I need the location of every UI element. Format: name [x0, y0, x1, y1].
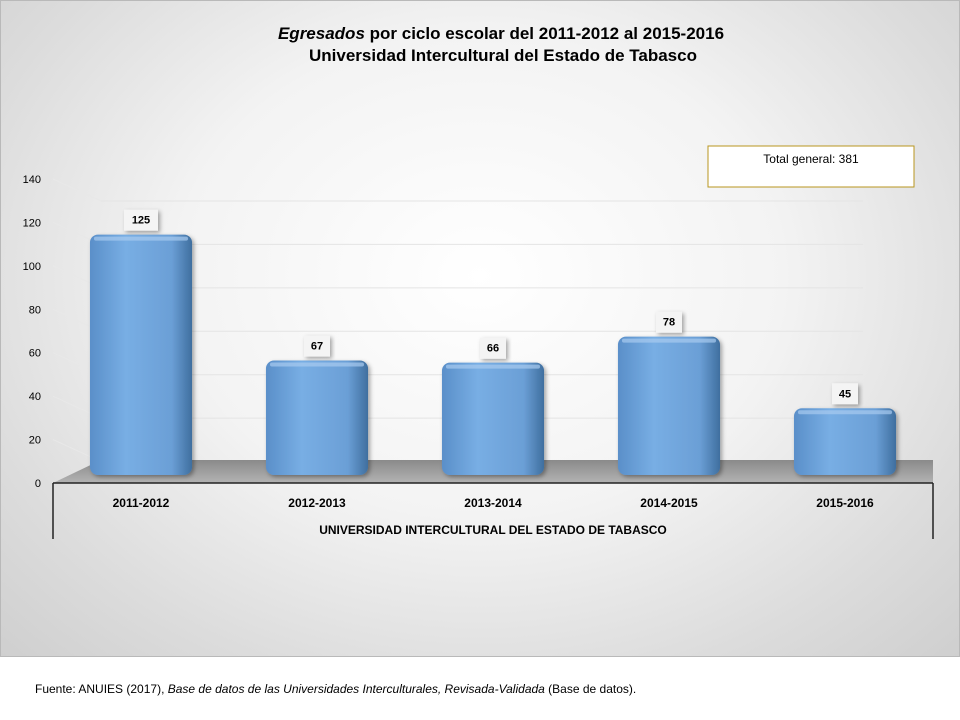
- data-label-box: [124, 209, 158, 231]
- y-tick-label: 140: [23, 174, 41, 186]
- chart-area: Egresados por ciclo escolar del 2011-201…: [0, 0, 960, 657]
- x-tick-label: 2014-2015: [640, 496, 698, 510]
- data-label: 67: [304, 335, 330, 357]
- bar-highlight: [621, 338, 717, 343]
- gridline-diag: [52, 178, 102, 202]
- data-labels: 125 67 66 78 45: [124, 209, 858, 405]
- x-axis: [52, 482, 934, 539]
- y-tick-label: 20: [29, 435, 41, 447]
- bar-body: [265, 360, 369, 475]
- bar: [89, 234, 193, 475]
- bar-highlight: [445, 364, 541, 369]
- bar: [441, 362, 545, 475]
- bar-chart: Egresados por ciclo escolar del 2011-201…: [23, 24, 934, 539]
- bar: [793, 408, 897, 475]
- y-tick-label: 80: [29, 304, 41, 316]
- bars: [89, 234, 897, 475]
- data-label-box: [304, 335, 330, 357]
- y-tick-label: 100: [23, 261, 41, 273]
- bar-body: [617, 336, 721, 475]
- data-label-text: 66: [487, 343, 499, 355]
- source-note: Fuente: ANUIES (2017), Base de datos de …: [35, 682, 636, 696]
- y-tick-label: 40: [29, 391, 41, 403]
- data-label-text: 125: [132, 215, 150, 227]
- x-tick-label: 2011-2012: [113, 496, 170, 510]
- bar: [265, 360, 369, 475]
- y-tick-label: 0: [35, 478, 41, 490]
- data-label-text: 45: [839, 388, 851, 400]
- x-axis-categories: 2011-2012 2012-2013 2013-2014 2014-2015 2015…: [113, 496, 874, 510]
- data-label-box: [480, 337, 506, 359]
- source-prefix: Fuente: ANUIES (2017),: [35, 682, 168, 696]
- y-tick-label: 120: [23, 217, 41, 229]
- bar-body: [793, 408, 897, 475]
- data-label-text: 78: [663, 317, 675, 329]
- x-axis-group-label: UNIVERSIDAD INTERCULTURAL DEL ESTADO DE …: [319, 523, 667, 537]
- bar-highlight: [269, 362, 365, 367]
- total-annotation: Total general: 381: [707, 145, 915, 188]
- bar-highlight: [93, 236, 189, 241]
- data-label: 78: [656, 311, 682, 333]
- total-annotation-text: Total general: 381: [763, 152, 859, 166]
- chart-subtitle: Universidad Intercultural del Estado de …: [309, 46, 697, 65]
- y-axis-ticks: 0 20 40 60 80 100 120 140: [23, 174, 41, 490]
- data-label-box: [832, 383, 858, 405]
- bar: [617, 336, 721, 475]
- bar-highlight: [797, 410, 893, 415]
- y-tick-label: 60: [29, 348, 41, 360]
- bar-body: [441, 362, 545, 475]
- x-tick-label: 2012-2013: [288, 496, 346, 510]
- x-tick-label: 2013-2014: [464, 496, 522, 510]
- data-label: 45: [832, 383, 858, 405]
- source-suffix: (Base de datos).: [544, 682, 637, 696]
- x-tick-label: 2015-2016: [816, 496, 874, 510]
- data-label-text: 67: [311, 341, 323, 353]
- chart-title: Egresados por ciclo escolar del 2011-201…: [278, 24, 724, 43]
- data-label: 125: [124, 209, 158, 231]
- bar-body: [89, 234, 193, 475]
- data-label: 66: [480, 337, 506, 359]
- data-label-box: [656, 311, 682, 333]
- source-title: Base de datos de las Universidades Inter…: [167, 682, 545, 696]
